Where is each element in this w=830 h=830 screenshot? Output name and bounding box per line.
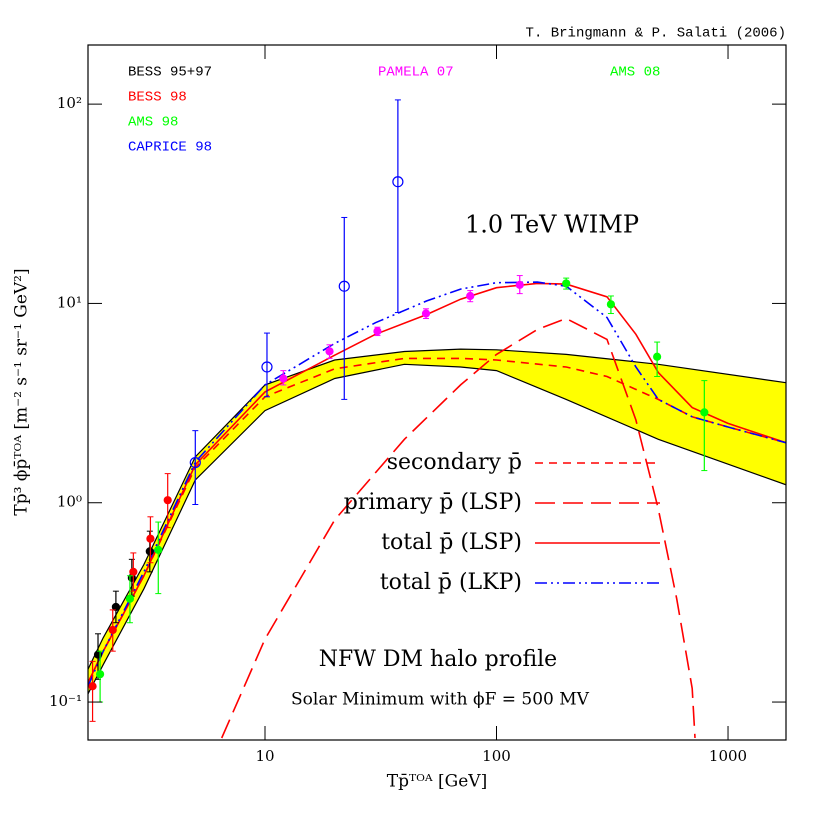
data-point	[325, 347, 334, 356]
data-point	[189, 456, 201, 469]
annotation: NFW DM halo profile	[319, 647, 557, 672]
data-point	[562, 279, 571, 288]
legend-label: CAPRICE 98	[128, 140, 212, 156]
legend-label: primary p̄ (LSP)	[344, 490, 522, 515]
data-point	[163, 496, 172, 505]
annotation: Solar Minimum with ϕF = 500 MV	[291, 690, 590, 710]
legend-label: secondary p̄	[387, 450, 522, 475]
credit: T. Bringmann & P. Salati (2006)	[526, 26, 786, 42]
data-point	[700, 408, 709, 417]
data-point	[146, 534, 155, 543]
band-area	[88, 349, 786, 694]
data-point	[515, 280, 524, 289]
data-point	[279, 374, 288, 383]
plot-frame	[87, 44, 787, 741]
data-point	[108, 625, 117, 635]
legend-label: BESS 98	[128, 90, 187, 106]
y-tick-label: 10²	[57, 94, 82, 112]
y-tick-label: 10⁻¹	[49, 692, 82, 710]
annotation: 1.0 TeV WIMP	[465, 211, 639, 239]
y-axis-label: Tp̄³ ϕp̄ᵀᴼᴬ [m⁻² s⁻¹ sr⁻¹ GeV²]	[12, 268, 32, 515]
data-point	[111, 602, 120, 612]
curve	[220, 317, 696, 739]
legend-label: AMS 98	[128, 115, 178, 131]
data-point	[125, 594, 135, 603]
legend-label: PAMELA 07	[378, 65, 454, 81]
legend-label: AMS 08	[610, 65, 660, 81]
data-point	[96, 670, 105, 679]
curve	[88, 282, 786, 684]
data-point	[373, 327, 382, 336]
plot-area	[88, 99, 786, 739]
x-tick-label: 1000	[709, 747, 747, 765]
y-tick-label: 10⁰	[57, 493, 82, 511]
data-point	[338, 280, 350, 292]
data-point	[392, 176, 404, 188]
legend-label: total p̄ (LKP)	[380, 570, 522, 595]
band-edge	[88, 363, 786, 695]
legend-label: total p̄ (LSP)	[381, 530, 522, 555]
legend-label: BESS 95+97	[128, 65, 212, 81]
data-point	[145, 547, 154, 556]
data-point	[653, 352, 662, 361]
data-point	[421, 309, 431, 318]
x-tick-label: 100	[482, 747, 511, 765]
y-tick-label: 10¹	[57, 293, 82, 311]
data-point	[261, 361, 273, 373]
x-tick-label: 10	[255, 747, 274, 765]
x-axis-label: Tp̄ᵀᴼᴬ [GeV]	[387, 772, 487, 792]
data-point	[154, 545, 163, 554]
data-point	[606, 300, 616, 309]
data-point	[466, 291, 475, 301]
data-point	[88, 682, 97, 691]
band-edge	[88, 348, 786, 670]
curve	[88, 281, 786, 687]
data-point	[129, 567, 138, 576]
